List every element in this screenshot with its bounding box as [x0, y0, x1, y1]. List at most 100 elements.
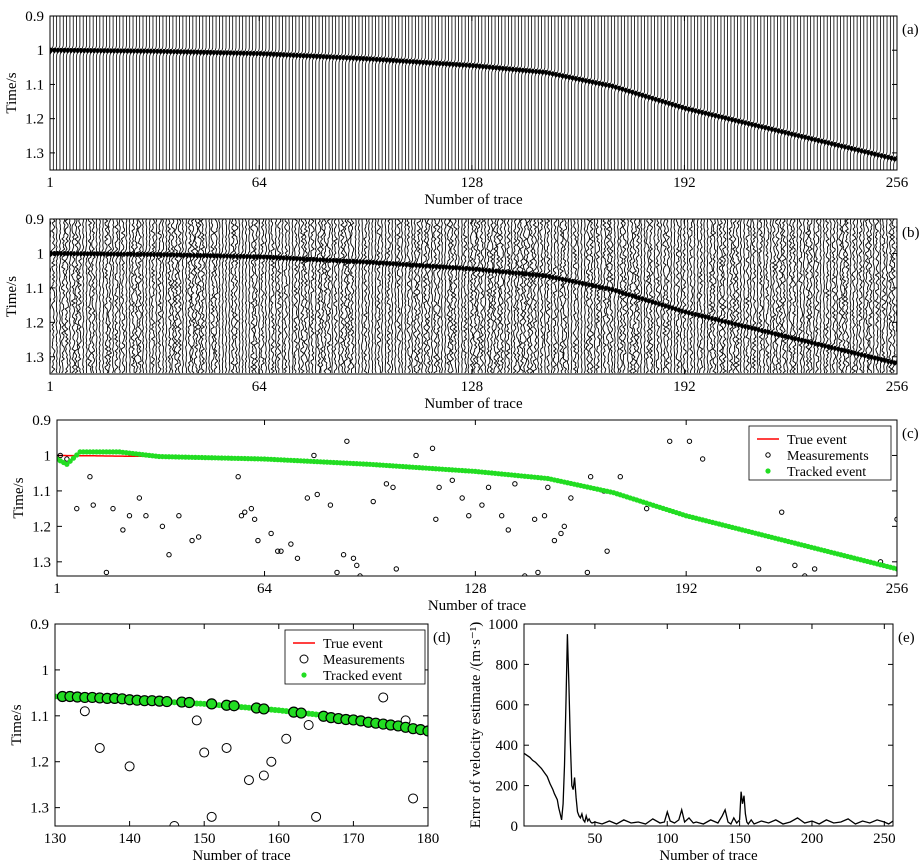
- event-blob: [823, 343, 827, 349]
- x-tick-label: 1: [46, 379, 54, 395]
- event-blob: [275, 255, 279, 261]
- event-blob: [882, 357, 887, 364]
- x-tick-label: 1: [53, 581, 61, 597]
- trace: [539, 16, 544, 170]
- trace: [592, 219, 597, 374]
- trace: [526, 16, 531, 170]
- event-blob: [537, 69, 542, 75]
- event-blob: [700, 109, 704, 116]
- panel-a: 1 64 128 192 256 0.9 1 1.1 1.2 1.3 Number of trace…: [4, 9, 919, 208]
- event-blob: [421, 59, 425, 66]
- event-blob: [112, 48, 116, 54]
- trace: [193, 219, 200, 374]
- trace: [798, 219, 804, 374]
- trace: [240, 16, 245, 170]
- event-blob: [128, 48, 133, 54]
- x-tick-label: 150: [728, 831, 751, 847]
- trace: [782, 16, 787, 170]
- trace: [665, 16, 670, 170]
- event-blob: [424, 263, 429, 269]
- trace: [81, 219, 86, 374]
- event-blob: [723, 115, 728, 121]
- trace: [147, 16, 152, 170]
- trace: [387, 16, 391, 170]
- measurement-point: [110, 505, 116, 512]
- trace: [439, 16, 444, 170]
- event-blob: [368, 56, 372, 62]
- event-blob: [291, 52, 296, 58]
- trace: [525, 219, 531, 374]
- event-blob: [879, 357, 884, 363]
- event-blob: [793, 336, 797, 342]
- event-blob: [434, 263, 439, 270]
- trace: [310, 16, 315, 170]
- trace: [137, 16, 142, 170]
- event-blob: [663, 99, 668, 105]
- event-blob: [849, 145, 854, 152]
- trace: [655, 219, 661, 374]
- event-blob: [388, 57, 392, 63]
- trace: [570, 219, 578, 374]
- trace: [728, 219, 734, 374]
- trace: [154, 16, 158, 170]
- measurement-point: [314, 491, 320, 498]
- event-blob: [324, 54, 329, 60]
- x-axis-label: Number of trace: [428, 598, 527, 614]
- trace: [751, 16, 756, 170]
- event-blob: [862, 149, 867, 155]
- trace: [595, 16, 600, 170]
- trace: [558, 219, 565, 374]
- trace: [652, 16, 657, 170]
- event-blob: [321, 54, 326, 60]
- trace: [696, 219, 700, 374]
- panel-label: (b): [902, 225, 920, 241]
- event-blob: [670, 101, 674, 107]
- trace: [795, 219, 800, 374]
- trace: [849, 16, 853, 170]
- event-blob: [175, 252, 180, 258]
- trace: [200, 219, 206, 374]
- measurement-point: [242, 509, 248, 515]
- trace: [357, 16, 362, 170]
- trace: [469, 16, 474, 170]
- trace: [213, 219, 219, 374]
- trace: [190, 219, 196, 374]
- trace: [75, 16, 79, 170]
- event-blob: [404, 262, 409, 268]
- event-blob: [404, 58, 409, 64]
- trace: [370, 16, 374, 170]
- event-blob: [743, 120, 748, 126]
- trace: [90, 219, 96, 374]
- trace: [323, 16, 328, 170]
- event-blob: [238, 50, 243, 56]
- event-blob: [397, 58, 402, 64]
- panel-e: 50 100 150 200 250 0 200 400 600 800 1000 Number of…: [468, 617, 915, 860]
- trace: [350, 16, 355, 170]
- event-blob: [162, 252, 166, 258]
- event-blob: [504, 66, 508, 72]
- x-tick-label: 64: [252, 175, 268, 191]
- event-blob: [550, 274, 555, 280]
- event-blob: [281, 52, 286, 58]
- event-blob: [866, 149, 870, 156]
- trace: [110, 219, 116, 374]
- measurement-point: [561, 523, 567, 530]
- trace: [59, 219, 67, 374]
- event-blob: [384, 57, 389, 63]
- event-blob: [577, 280, 581, 286]
- event-blob: [108, 251, 113, 257]
- event-blob: [740, 119, 744, 125]
- event-blob: [188, 49, 193, 55]
- trace: [347, 16, 351, 170]
- trace: [735, 219, 741, 374]
- event-blob: [497, 268, 502, 275]
- trace: [260, 16, 265, 170]
- trace: [230, 16, 235, 170]
- trace: [766, 16, 770, 170]
- event-blob: [720, 114, 724, 120]
- event-blob: [201, 49, 206, 55]
- trace: [220, 16, 225, 170]
- x-tick-label: 250: [873, 831, 896, 847]
- trace: [300, 219, 307, 374]
- measurement-point: [350, 555, 357, 561]
